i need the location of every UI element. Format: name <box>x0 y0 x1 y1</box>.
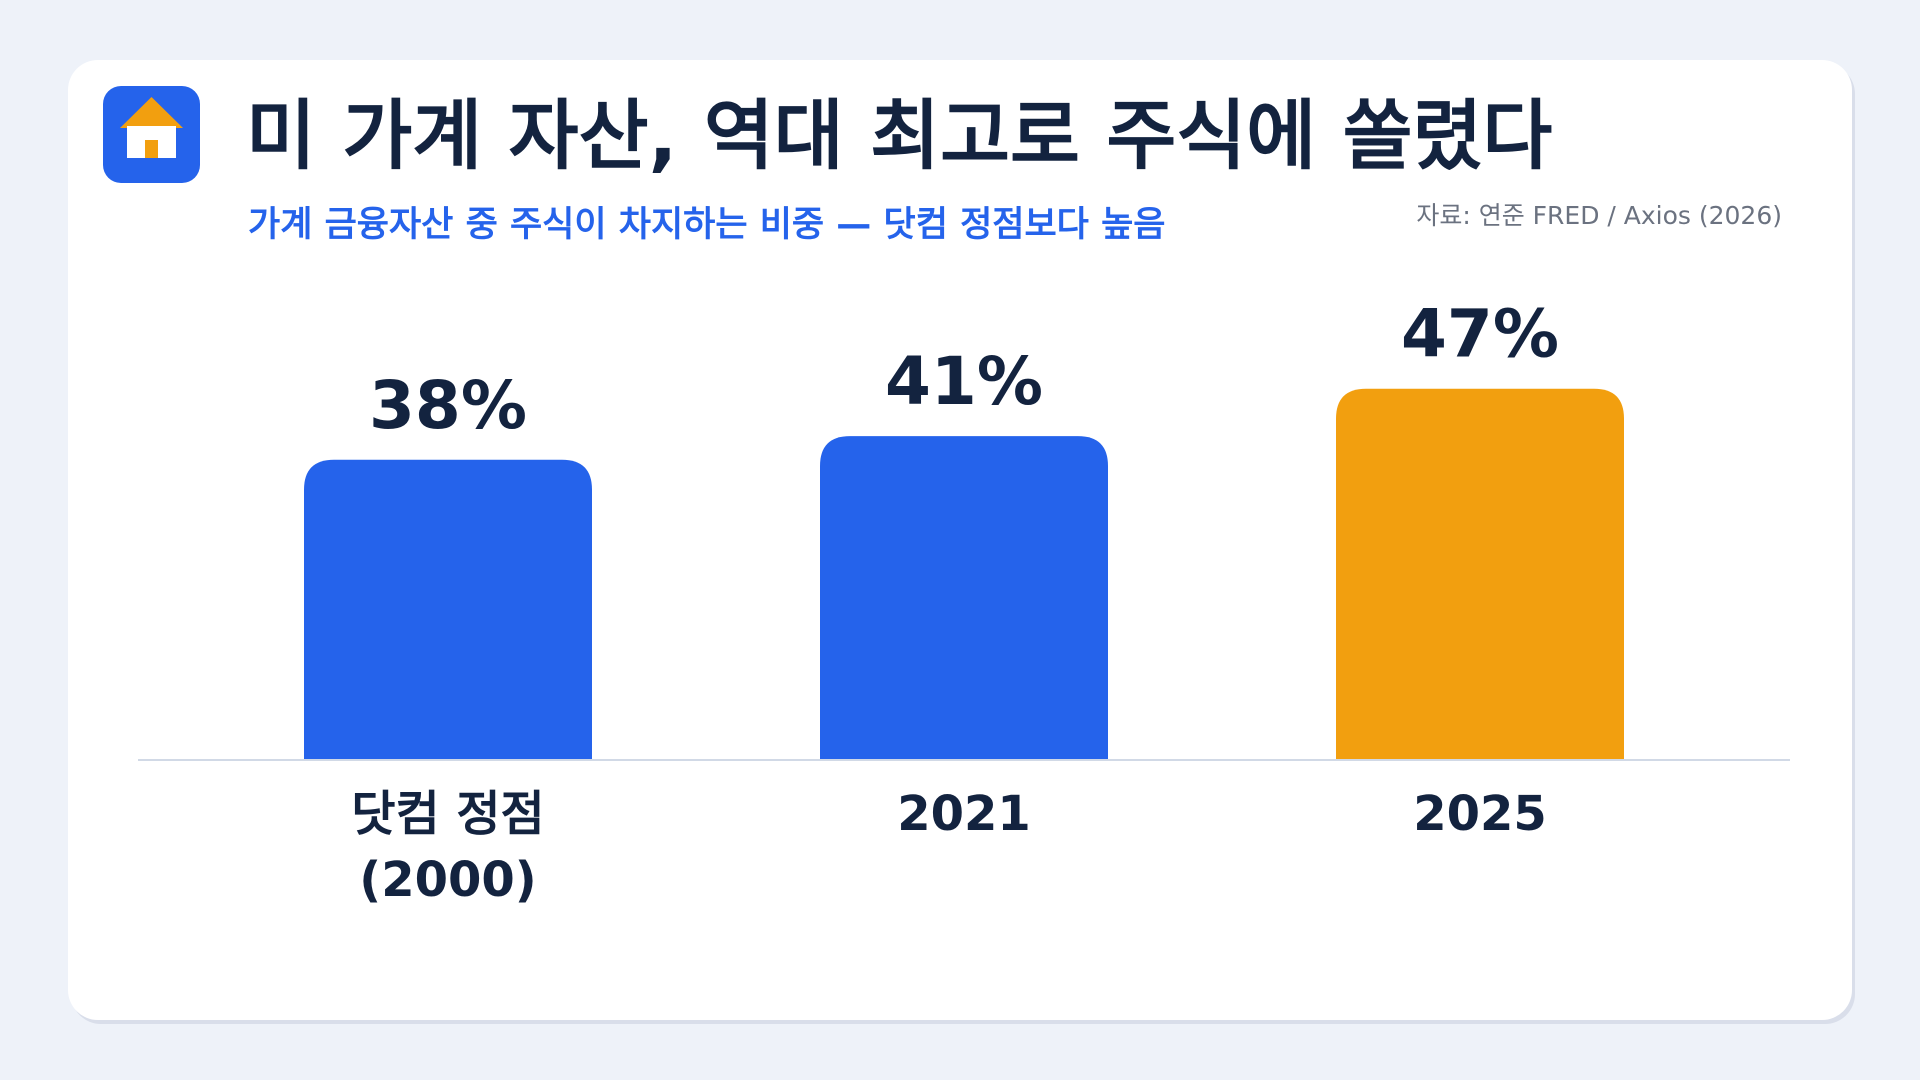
category-label-3-line-1: 2025 <box>1413 786 1547 842</box>
bar-2 <box>820 436 1108 760</box>
bar-3 <box>1336 388 1624 760</box>
value-label-2: 41% <box>885 343 1043 420</box>
page-subtitle: 가계 금융자산 중 주식이 차지하는 비중 — 닷컴 정점보다 높음 <box>248 205 1166 245</box>
bar-1 <box>304 459 592 760</box>
category-label-1-line-2: (2000) <box>359 852 536 908</box>
house-icon <box>103 86 200 183</box>
value-label-3: 47% <box>1401 296 1559 373</box>
value-label-1: 38% <box>369 367 527 444</box>
category-label-2-line-1: 2021 <box>897 786 1031 842</box>
page-title: 미 가계 자산, 역대 최고로 주식에 쏠렸다 <box>246 91 1553 180</box>
source-note: 자료: 연준 FRED / Axios (2026) <box>1416 201 1782 230</box>
category-label-1-line-1: 닷컴 정점 <box>351 786 544 842</box>
